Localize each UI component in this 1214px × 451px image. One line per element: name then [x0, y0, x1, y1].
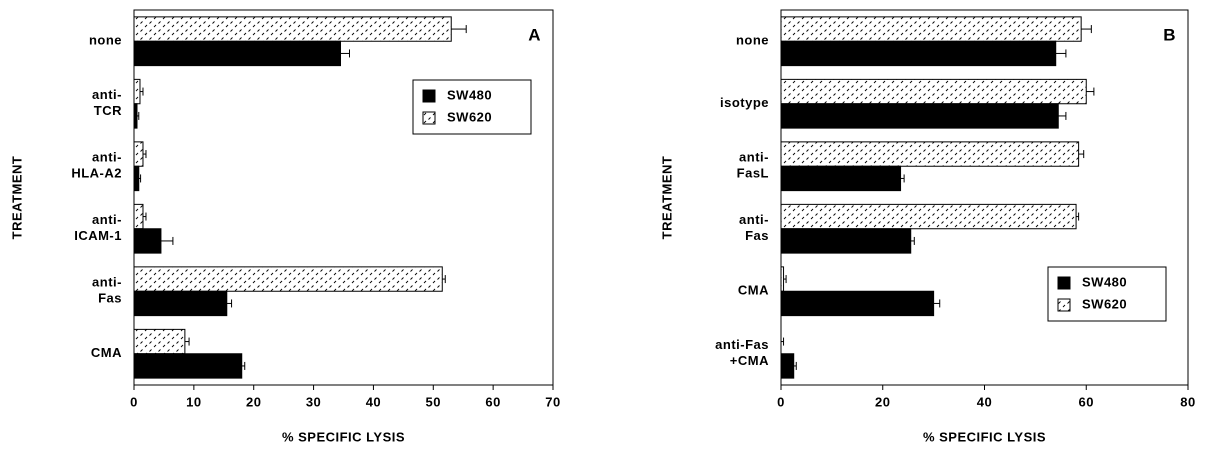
error-bar [793, 361, 797, 370]
y-axis-label: TREATMENT [9, 156, 24, 240]
legend-box [412, 79, 532, 135]
x-axis-label: % SPECIFIC LYSIS [282, 429, 405, 444]
legend-swatch [1057, 298, 1071, 312]
bar [133, 266, 443, 292]
error-bar [1076, 212, 1080, 221]
bar [780, 228, 912, 254]
y-tick-label: anti-Fas +CMA [715, 337, 769, 368]
error-bar [451, 25, 467, 34]
bar [780, 16, 1082, 42]
error-bar [226, 299, 233, 308]
error-bar [933, 299, 941, 308]
legend-swatch [422, 89, 436, 103]
error-bar [1055, 49, 1067, 58]
bar [133, 228, 162, 254]
x-tick-label: 30 [306, 394, 321, 409]
bar [133, 290, 228, 317]
x-tick-label: 20 [246, 394, 261, 409]
bar [133, 203, 144, 230]
legend-label: SW480 [1082, 274, 1127, 289]
error-bar [1086, 87, 1095, 96]
error-bar [340, 49, 350, 58]
error-bar [1081, 25, 1092, 34]
x-tick-label: 0 [777, 394, 785, 409]
error-bar [783, 275, 787, 284]
legend-label: SW620 [447, 109, 492, 124]
x-tick-label: 70 [545, 394, 560, 409]
bar [780, 353, 795, 379]
x-tick-label: 10 [186, 394, 201, 409]
legend-label: SW620 [1082, 296, 1127, 311]
legend-swatch [1057, 276, 1071, 290]
error-bar [900, 174, 905, 183]
bar [780, 141, 1080, 167]
bar [133, 40, 342, 67]
x-tick-label: 60 [485, 394, 500, 409]
error-bar [142, 212, 147, 221]
y-tick-label: anti-HLA-A2 [71, 150, 122, 181]
y-tick-label: CMA [91, 345, 122, 360]
bar [780, 203, 1077, 230]
y-tick-label: anti-Fas [92, 275, 122, 306]
x-tick-label: 20 [875, 394, 890, 409]
legend-swatch [422, 111, 436, 125]
x-tick-label: 40 [977, 394, 992, 409]
plot-frame [133, 9, 554, 386]
y-tick-label: anti-Fas [739, 212, 769, 243]
panel-label: A [528, 25, 541, 44]
error-bar [910, 236, 915, 245]
error-bar [1078, 150, 1085, 159]
error-bar [138, 174, 142, 183]
bar [133, 78, 141, 105]
bar [780, 103, 1059, 129]
error-bar [1058, 111, 1067, 120]
x-tick-label: 80 [1180, 394, 1195, 409]
bar [133, 353, 243, 379]
bar [133, 165, 140, 192]
x-axis-label: % SPECIFIC LYSIS [923, 429, 1046, 444]
y-tick-label: anti-FasL [737, 150, 769, 181]
legend-box [1047, 266, 1167, 322]
y-axis-label: TREATMENT [659, 156, 674, 240]
error-bar [442, 275, 446, 284]
y-tick-label: anti-TCR [92, 87, 122, 118]
error-bar [184, 337, 190, 346]
x-tick-label: 50 [426, 394, 441, 409]
bar [133, 141, 144, 167]
panel-label: B [1163, 25, 1176, 44]
bar [780, 290, 935, 317]
plot-frame [780, 9, 1189, 386]
bar [780, 78, 1087, 105]
bar [780, 40, 1057, 67]
x-tick-label: 0 [130, 394, 138, 409]
y-tick-label: none [736, 33, 769, 48]
y-tick-label: none [89, 33, 122, 48]
bar [780, 165, 902, 192]
error-bar [139, 87, 144, 96]
error-bar [142, 150, 147, 159]
error-bar [241, 361, 246, 370]
y-tick-label: anti-ICAM-1 [74, 212, 122, 243]
bar [133, 16, 452, 42]
x-tick-label: 60 [1079, 394, 1094, 409]
legend-label: SW480 [447, 87, 492, 102]
x-tick-label: 40 [366, 394, 381, 409]
bar [133, 328, 186, 355]
error-bar [160, 236, 174, 245]
y-tick-label: CMA [738, 283, 769, 298]
y-tick-label: isotype [720, 95, 769, 110]
error-bar [136, 111, 140, 120]
